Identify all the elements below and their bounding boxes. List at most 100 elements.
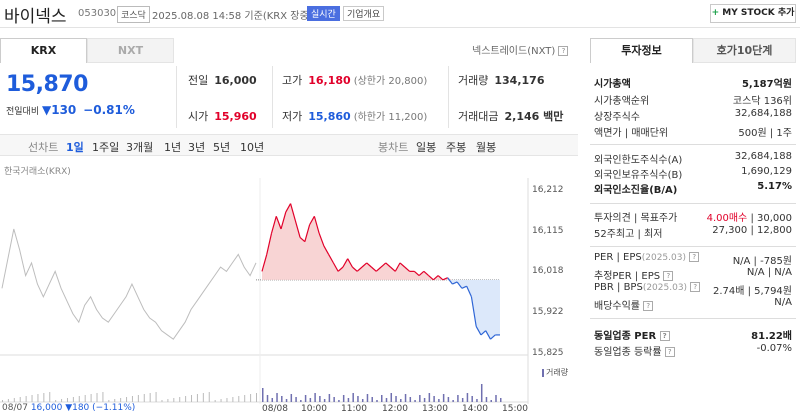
x-tick-label: 13:00 — [422, 404, 448, 414]
period-5y[interactable]: 5년 — [213, 141, 231, 154]
volume-bar — [238, 396, 240, 402]
volume-swatch — [542, 368, 544, 377]
row-value: 1,690,129 — [741, 166, 792, 177]
change-percent: −0.81% — [83, 103, 135, 117]
volume-bar — [433, 396, 435, 402]
period-3y[interactable]: 3년 — [188, 141, 206, 154]
volume-bar — [19, 397, 21, 402]
volume-bar — [395, 396, 397, 402]
volume-bar — [323, 399, 326, 402]
candle-weekly[interactable]: 주봉 — [446, 141, 467, 154]
row-value: N/A | -785원 — [732, 256, 792, 267]
help-icon[interactable]: ? — [689, 252, 700, 262]
tab-orderbook[interactable]: 호가10단계 — [693, 38, 796, 63]
volume-bar — [381, 395, 383, 402]
change-value: 130 — [51, 103, 77, 117]
price-segment — [328, 254, 334, 264]
divider — [272, 66, 273, 128]
price-segment — [404, 266, 410, 272]
tab-krx[interactable]: KRX — [0, 38, 87, 63]
price-segment — [385, 262, 391, 268]
period-1w[interactable]: 1주일 — [92, 141, 120, 154]
invest-panel: 투자정보 호가10단계 — [590, 38, 796, 63]
company-overview-button[interactable]: 기업개요 — [343, 6, 385, 21]
help-icon[interactable]: ? — [690, 282, 701, 292]
period-3m[interactable]: 3개월 — [126, 141, 154, 154]
volume-bar — [102, 392, 104, 402]
stock-name: 바이넥스 — [4, 7, 67, 27]
stat-value: 15,960 — [214, 110, 257, 123]
period-1y[interactable]: 1년 — [164, 141, 182, 154]
volume-bar — [414, 400, 416, 402]
div-label: 배당수익률 — [594, 301, 640, 312]
row-value: 32,684,188 — [734, 151, 792, 162]
tab-invest-info[interactable]: 투자정보 — [590, 38, 693, 63]
volume-bar — [220, 399, 222, 402]
volume-bar — [31, 395, 33, 402]
volume-bar — [319, 396, 321, 402]
period-1d[interactable]: 1일 — [66, 141, 84, 154]
price-segment — [428, 275, 434, 281]
row-label: PBR | BPS(2025.03) ? — [594, 282, 701, 293]
volume-bar — [114, 399, 116, 402]
price-segment — [261, 254, 268, 272]
volume-bar — [108, 400, 110, 402]
row-est-per: 추정PER | EPS ? N/A | N/A — [594, 267, 792, 282]
volume-bar — [338, 400, 340, 402]
volume-bar — [447, 397, 450, 402]
help-icon[interactable]: ? — [558, 46, 569, 56]
candle-daily[interactable]: 일봉 — [416, 141, 437, 154]
help-icon[interactable]: ? — [643, 301, 654, 311]
row-value: 81.22배 — [751, 331, 792, 342]
volume-bar — [423, 398, 426, 402]
divider — [448, 66, 449, 128]
volume-bar — [400, 399, 402, 402]
upper-limit: (상한가 20,800) — [353, 76, 428, 87]
x-tick-label: 14:00 — [462, 404, 488, 414]
row-shares: 상장주식수 32,684,188 — [594, 108, 792, 123]
volume-bar — [137, 395, 139, 402]
nxt-link-label: 넥스트레이드(NXT) — [472, 46, 556, 57]
volume-bar — [442, 394, 445, 402]
help-icon[interactable]: ? — [663, 271, 674, 281]
volume-bar — [490, 400, 492, 402]
price-segment — [347, 258, 353, 268]
volume-bar — [333, 397, 335, 402]
help-icon[interactable]: ? — [664, 347, 675, 357]
help-icon[interactable]: ? — [659, 331, 670, 341]
volume-bar — [7, 399, 9, 402]
row-label: 동일업종 PER ? — [594, 327, 670, 342]
row-label: 외국인보유주식수(B) — [594, 170, 683, 181]
period-10y[interactable]: 10년 — [240, 141, 265, 154]
row-label: 외국인소진율(B/A) — [594, 185, 678, 196]
invest-section-cap: 시가총액 5,187억원 시가총액순위 코스닥 136위 상장주식수 32,684,1… — [590, 68, 796, 144]
stat-amount: 거래대금 2,146 백만 — [458, 108, 563, 124]
volume-bar — [161, 400, 163, 402]
volume-bar — [361, 399, 364, 402]
add-mystock-button[interactable]: + MY STOCK 추가 — [710, 4, 796, 23]
candle-monthly[interactable]: 월봉 — [476, 141, 497, 154]
price-segment — [270, 216, 277, 234]
volume-bar — [55, 400, 57, 402]
lower-limit: (하한가 11,200) — [353, 112, 428, 123]
volume-bar — [131, 396, 133, 402]
volume-bar — [371, 397, 373, 402]
row-label: 외국인한도주식수(A) — [594, 155, 683, 166]
tab-nxt[interactable]: NXT — [87, 38, 174, 63]
prev-day-date: 08/07 — [2, 403, 28, 413]
prev-day-change: ▼180 (−1.11%) — [65, 403, 136, 413]
prev-day-caption: 08/07 16,000 ▼180 (−1.11%) — [2, 403, 135, 413]
row-value: 27,300 | 12,800 — [712, 225, 792, 236]
volume-bar — [471, 396, 473, 402]
volume-bar — [376, 400, 378, 402]
volume-bar — [500, 398, 502, 402]
realtime-button[interactable]: 실시간 — [307, 6, 340, 21]
stat-open: 시가 15,960 — [188, 108, 257, 124]
volume-bar — [485, 397, 488, 402]
volume-bar — [256, 393, 257, 402]
price-segment — [275, 216, 282, 230]
nxt-link[interactable]: 넥스트레이드(NXT) ? — [472, 42, 569, 57]
stat-prev: 전일 16,000 — [188, 72, 257, 88]
volume-bar — [419, 395, 421, 402]
volume-bar — [96, 393, 98, 402]
